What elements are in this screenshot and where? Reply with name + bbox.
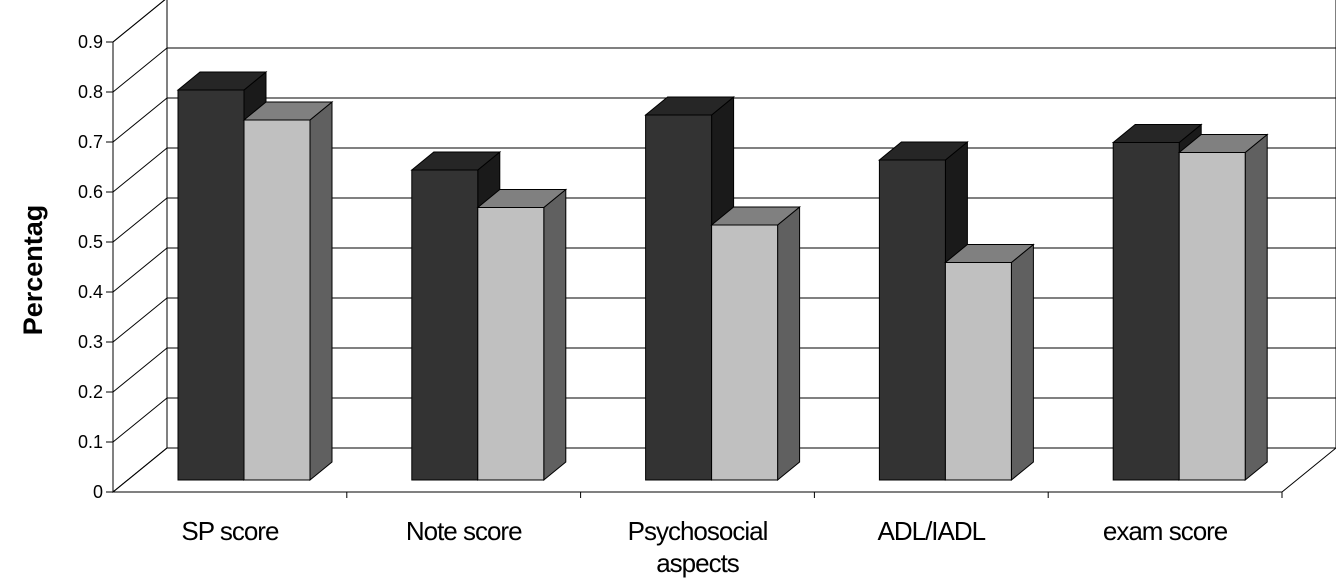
x-tick-label: Psychosocial aspects (628, 516, 768, 578)
bar-front (878, 159, 946, 481)
bar-1-1 (476, 188, 568, 482)
bar-front (944, 262, 1012, 481)
y-tick-label: 0.6 (78, 182, 103, 202)
bar-side (543, 188, 567, 482)
side-wall (112, 0, 168, 494)
y-tick-label: 0.8 (78, 82, 103, 102)
x-tick-label: Note score (406, 516, 522, 546)
bar-0-1 (242, 100, 334, 482)
x-tick-label-line: Psychosocial (628, 516, 768, 546)
gridline-diagonal (112, 0, 166, 43)
x-tick-label: ADL/IADL (877, 516, 985, 546)
gridline-diagonal (112, 447, 168, 493)
gridline-diagonal (112, 397, 168, 443)
gridline-diagonal (112, 147, 168, 193)
gridline-diagonal (112, 347, 168, 393)
gridline-diagonal (112, 247, 168, 293)
y-tick-label: 0.4 (78, 282, 103, 302)
bar-side (309, 100, 333, 482)
bar-front (411, 169, 479, 481)
bar-front (1112, 142, 1180, 481)
bar-front (243, 119, 311, 481)
x-tick-label-line: aspects (656, 548, 740, 578)
y-tick-label: 0.5 (78, 232, 103, 252)
bars (176, 70, 1269, 482)
bar-2-1 (710, 205, 802, 482)
bar-side (1010, 243, 1034, 482)
bar-front (1178, 152, 1246, 481)
x-tick-label: SP score (181, 516, 279, 546)
bar-front (645, 114, 713, 481)
x-tick-label: exam score (1103, 516, 1228, 546)
bar-side (777, 205, 801, 482)
y-tick-label: 0.7 (78, 132, 103, 152)
bar-3-1 (943, 243, 1035, 482)
y-axis-label: Percentag (18, 205, 48, 336)
bar-front (711, 224, 779, 481)
y-tick-label: 0 (93, 482, 103, 502)
gridline-diagonal (112, 97, 168, 143)
y-axis-ticks: 0 0.1 0.2 0.3 0.4 0.5 0.6 0.7 0.8 0.9 (78, 32, 1282, 502)
y-tick-label: 0.2 (78, 382, 103, 402)
bar-front (477, 207, 545, 481)
x-axis-labels: SP score Note score Psychosocial aspects ADL… (181, 492, 1283, 578)
y-tick-label: 0.1 (78, 432, 103, 452)
bar-front (177, 89, 245, 481)
gridline-diagonal (112, 197, 168, 243)
gridline-diagonal (112, 47, 168, 93)
y-tick-label: 0.3 (78, 332, 103, 352)
bar-4-1 (1177, 133, 1269, 482)
y-tick-label: 0.9 (78, 32, 103, 52)
gridline-diagonal (112, 297, 168, 343)
bar-side (1244, 133, 1268, 482)
